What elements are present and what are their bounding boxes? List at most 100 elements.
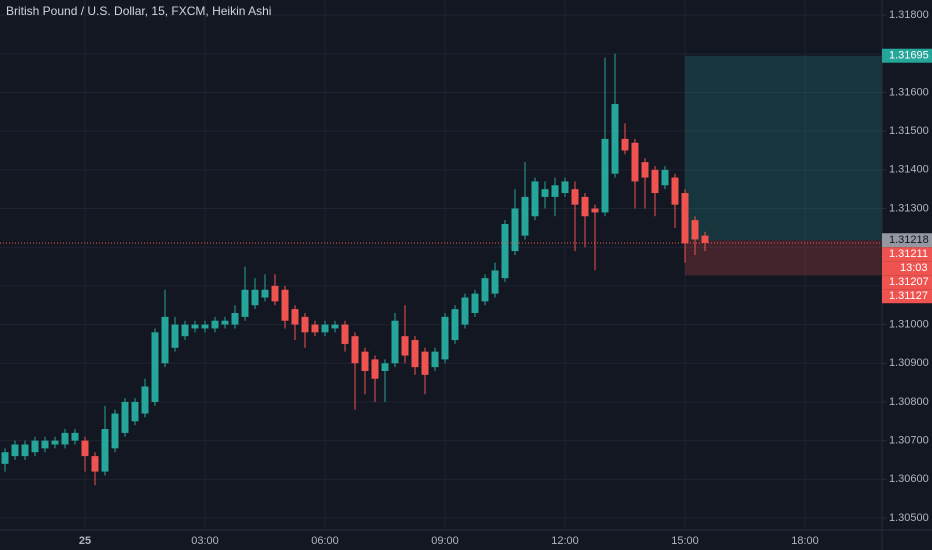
candle-body [171, 324, 179, 348]
price-label: 1.31207 [889, 276, 929, 288]
candle-body [611, 104, 619, 174]
candle-body [291, 309, 299, 325]
candle-body [591, 208, 599, 213]
candle-body [321, 324, 329, 333]
y-tick-label: 1.31300 [889, 202, 929, 214]
candle-body [11, 444, 19, 457]
price-label: 13:03 [900, 262, 928, 274]
candle-body [531, 181, 539, 217]
candle-body [471, 293, 479, 313]
loss-zone [685, 240, 882, 276]
candle-body [651, 169, 659, 194]
candle-body [451, 309, 459, 341]
candle-body [311, 324, 319, 333]
candle-body [21, 444, 29, 457]
candle-body [371, 359, 379, 379]
candle-body [521, 196, 529, 236]
x-tick-label: 03:00 [191, 535, 219, 547]
y-tick-label: 1.30800 [889, 396, 929, 408]
profit-zone [685, 55, 882, 241]
candle-body [141, 386, 149, 414]
x-tick-label: 06:00 [311, 535, 339, 547]
y-tick-label: 1.31800 [889, 9, 929, 21]
price-label: 1.31218 [889, 234, 929, 246]
price-label-bg [882, 275, 932, 290]
x-tick-label: 25 [79, 535, 91, 547]
candle-body [71, 432, 79, 441]
candle-body [181, 324, 189, 337]
price-label-bg [882, 233, 932, 248]
candle-body [581, 196, 589, 217]
x-tick-label: 18:00 [791, 535, 819, 547]
candle-body [701, 235, 709, 243]
candle-body [621, 138, 629, 151]
candle-body [631, 142, 639, 182]
candle-body [241, 289, 249, 317]
candle-body [401, 336, 409, 356]
candle-body [411, 340, 419, 368]
candle-body [271, 285, 279, 302]
y-tick-label: 1.31600 [889, 86, 929, 98]
candle-body [281, 289, 289, 321]
x-tick-label: 12:00 [551, 535, 579, 547]
candle-body [541, 189, 549, 197]
candle-body [191, 324, 199, 329]
y-tick-label: 1.30900 [889, 357, 929, 369]
candle-body [391, 320, 399, 364]
candle-body [381, 363, 389, 371]
price-label-bg [882, 261, 932, 276]
candle-body [671, 177, 679, 205]
candle-body [111, 413, 119, 449]
candle-body [561, 181, 569, 194]
candle-body [31, 440, 39, 453]
price-label-bg [882, 48, 932, 63]
candle-body [461, 297, 469, 325]
candle-body [261, 289, 269, 298]
candle-body [151, 332, 159, 402]
candle-body [551, 185, 559, 197]
candle-body [681, 193, 689, 244]
candle-body [571, 189, 579, 205]
price-label: 1.31211 [889, 248, 928, 260]
candle-body [81, 440, 89, 457]
y-tick-label: 1.31400 [889, 164, 929, 176]
y-tick-label: 1.30600 [889, 473, 929, 485]
candle-body [511, 208, 519, 252]
y-tick-label: 1.31500 [889, 125, 929, 137]
candle-body [331, 324, 339, 329]
candle-body [101, 429, 109, 472]
y-tick-label: 1.31000 [889, 318, 929, 330]
x-tick-label: 15:00 [671, 535, 699, 547]
candle-body [601, 138, 609, 213]
candle-body [441, 316, 449, 360]
chart-title: British Pound / U.S. Dollar, 15, FXCM, H… [6, 4, 271, 18]
candle-body [301, 316, 309, 333]
price-label-bg [882, 289, 932, 304]
candle-body [51, 440, 59, 445]
price-label-bg [882, 247, 932, 262]
candle-body [211, 320, 219, 329]
candle-body [41, 440, 49, 449]
candle-body [91, 456, 99, 472]
candle-body [221, 320, 229, 325]
candle-body [691, 220, 699, 240]
price-label: 1.31127 [889, 290, 928, 302]
candle-body [421, 351, 429, 375]
candle-body [491, 270, 499, 294]
candle-body [501, 223, 509, 279]
candle-body [231, 312, 239, 325]
x-tick-label: 09:00 [431, 535, 459, 547]
candle-body [481, 278, 489, 302]
price-label: 1.31695 [889, 50, 929, 62]
candle-body [251, 289, 259, 306]
candle-body [641, 162, 649, 178]
candle-body [1, 452, 9, 464]
candle-body [431, 351, 439, 368]
candle-body [201, 324, 209, 329]
y-tick-label: 1.30500 [889, 512, 929, 524]
candle-body [341, 324, 349, 344]
y-tick-label: 1.30700 [889, 435, 929, 447]
candle-body [361, 351, 369, 371]
